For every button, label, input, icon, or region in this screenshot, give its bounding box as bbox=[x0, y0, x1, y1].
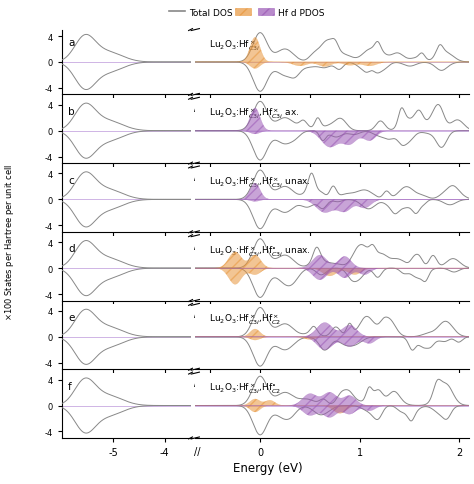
Text: Lu$_2$O$_3$:Hf$^\times_{C3i}$,Hf$^{\bullet}_{C2}$: Lu$_2$O$_3$:Hf$^\times_{C3i}$,Hf$^{\bull… bbox=[209, 381, 281, 395]
Text: e: e bbox=[68, 313, 74, 322]
Text: a: a bbox=[68, 38, 74, 48]
Legend: Total DOS, , Hf d PDOS: Total DOS, , Hf d PDOS bbox=[167, 7, 326, 19]
Text: Lu$_2$O$_3$:Hf$^\times_{C3i}$: Lu$_2$O$_3$:Hf$^\times_{C3i}$ bbox=[209, 38, 260, 52]
Text: c: c bbox=[68, 175, 74, 185]
Text: //: // bbox=[194, 309, 200, 318]
Text: Lu$_2$O$_3$:Hf$^\times_{C3i}$,Hf$^\times_{C2}$: Lu$_2$O$_3$:Hf$^\times_{C3i}$,Hf$^\times… bbox=[209, 313, 281, 327]
Text: //: // bbox=[194, 171, 200, 182]
Text: b: b bbox=[68, 107, 75, 117]
Text: //: // bbox=[194, 103, 200, 113]
Text: f: f bbox=[68, 381, 72, 391]
Text: //: // bbox=[194, 446, 200, 456]
Text: Energy (eV): Energy (eV) bbox=[233, 461, 302, 474]
Text: d: d bbox=[68, 244, 75, 254]
Text: $\times$100 States per Hartree per unit cell: $\times$100 States per Hartree per unit … bbox=[3, 164, 16, 320]
Text: Lu$_2$O$_3$:Hf$^\times_{C3i}$,Hf$^\times_{C3i}$ ax.: Lu$_2$O$_3$:Hf$^\times_{C3i}$,Hf$^\times… bbox=[209, 107, 299, 121]
Text: Lu$_2$O$_3$:Hf$^\times_{C3i}$,Hf$^{\bullet}_{C3i}$ unax.: Lu$_2$O$_3$:Hf$^\times_{C3i}$,Hf$^{\bull… bbox=[209, 244, 310, 258]
Text: Lu$_2$O$_3$:Hf$^\times_{C3i}$,Hf$^\times_{C3i}$ unax.: Lu$_2$O$_3$:Hf$^\times_{C3i}$,Hf$^\times… bbox=[209, 175, 310, 190]
Text: //: // bbox=[194, 377, 200, 387]
Text: //: // bbox=[194, 240, 200, 250]
